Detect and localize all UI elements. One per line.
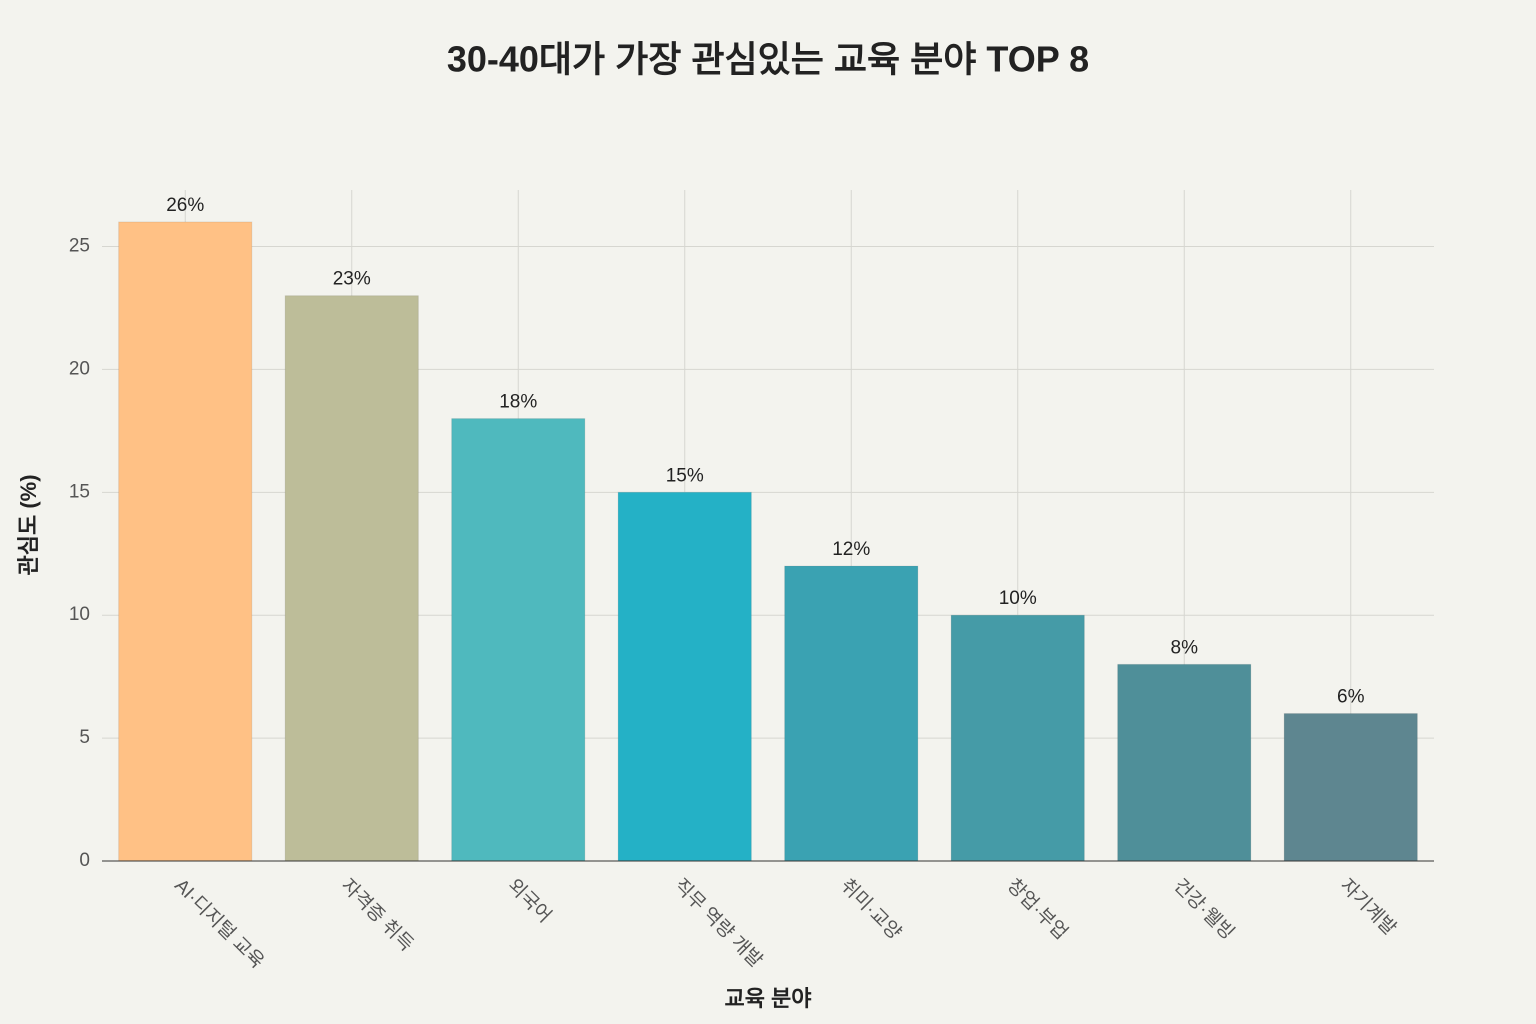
- value-label: 8%: [1171, 637, 1199, 658]
- value-label: 15%: [666, 465, 704, 486]
- value-label: 12%: [832, 539, 870, 560]
- chart-title: 30-40대가 가장 관심있는 교육 분야 TOP 8: [447, 39, 1089, 80]
- y-tick-label: 20: [69, 358, 90, 379]
- y-tick-label: 10: [69, 604, 90, 625]
- bar: [451, 418, 586, 862]
- y-tick-label: 5: [79, 727, 90, 748]
- x-tick-label: 직무 역량 개발: [670, 875, 767, 972]
- value-label: 18%: [499, 392, 537, 413]
- x-tick-label: AI·디지털 교육: [170, 875, 268, 973]
- x-tick-label: 외국어: [503, 875, 556, 928]
- bar: [950, 614, 1085, 862]
- x-axis-label: 교육 분야: [724, 986, 811, 1011]
- bar: [617, 491, 752, 862]
- y-axis-label: 관심도 (%): [16, 474, 41, 575]
- bar: [284, 295, 419, 862]
- value-label: 23%: [333, 269, 371, 290]
- x-tick-label: 자격증 취득: [337, 875, 418, 956]
- y-tick-label: 0: [79, 850, 90, 871]
- x-tick-label: 창업·부업: [1003, 875, 1072, 944]
- value-label: 26%: [166, 195, 204, 216]
- bar: [118, 221, 253, 862]
- bar: [784, 565, 919, 862]
- value-label: 10%: [999, 588, 1037, 609]
- x-tick-label: 건강·웰빙: [1169, 875, 1238, 944]
- x-tick-label: 취미·교양: [836, 875, 905, 944]
- y-tick-label: 25: [69, 236, 90, 257]
- value-label: 6%: [1337, 687, 1365, 708]
- bar: [1117, 663, 1252, 862]
- y-tick-label: 15: [69, 481, 90, 502]
- x-tick-label: 자기계발: [1336, 875, 1401, 940]
- bar: [1283, 713, 1418, 862]
